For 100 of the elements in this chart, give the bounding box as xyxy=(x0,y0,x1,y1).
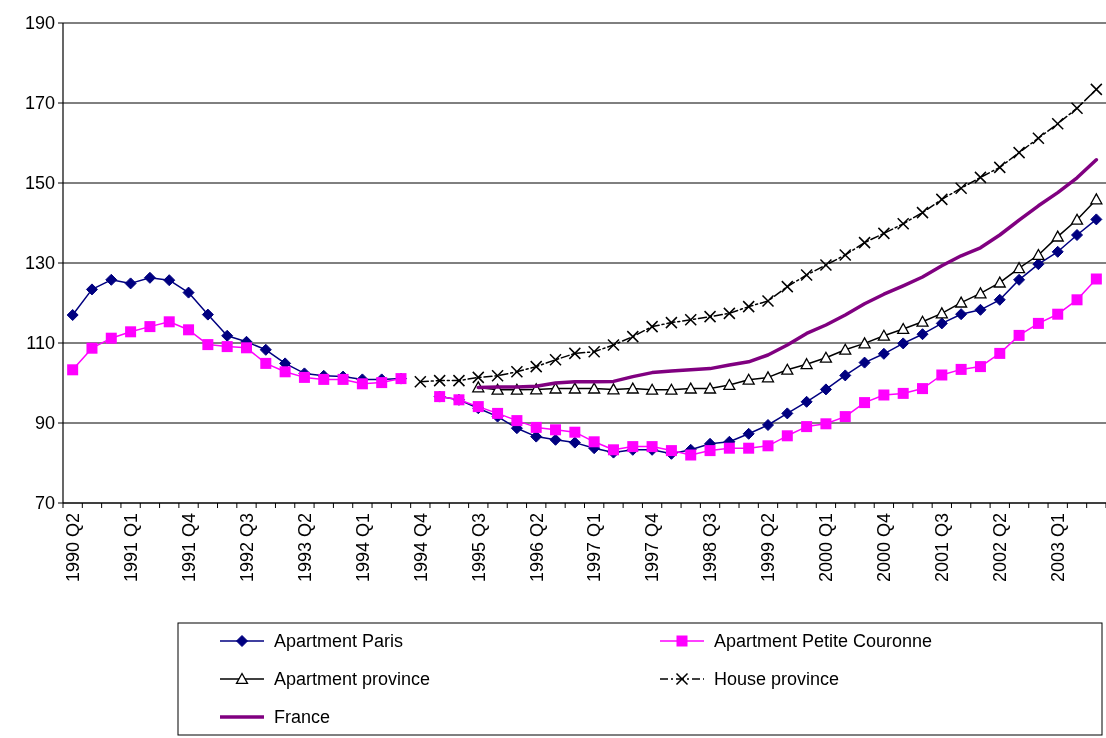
point xyxy=(897,337,910,350)
point xyxy=(684,313,697,327)
point xyxy=(529,360,543,373)
point xyxy=(356,378,368,390)
point xyxy=(994,347,1006,359)
y-tick-label: 110 xyxy=(26,333,55,354)
point xyxy=(974,171,987,184)
point xyxy=(549,353,562,367)
point xyxy=(607,383,620,395)
point xyxy=(105,332,117,344)
point xyxy=(801,421,813,433)
point xyxy=(935,193,949,206)
x-tick-label: 1998 Q3 xyxy=(700,513,721,583)
point xyxy=(743,442,755,454)
x-tick-label: 2000 Q1 xyxy=(816,513,837,583)
legend-label: Apartment Petite Couronne xyxy=(714,631,933,652)
point xyxy=(1032,131,1045,145)
y-tick-label: 90 xyxy=(34,413,55,434)
legend-label: House province xyxy=(714,669,840,690)
point xyxy=(163,274,176,287)
point xyxy=(550,424,562,436)
point xyxy=(819,258,833,272)
point xyxy=(665,383,678,395)
point xyxy=(858,337,871,349)
y-tick-label: 150 xyxy=(24,173,55,194)
x-tick-label: 1996 Q2 xyxy=(526,513,547,583)
point xyxy=(492,407,504,419)
point xyxy=(974,361,986,373)
point xyxy=(859,397,871,409)
x-tick-label: 2000 Q4 xyxy=(874,513,895,583)
point xyxy=(704,445,716,457)
point xyxy=(974,303,987,316)
x-tick-label: 1997 Q1 xyxy=(584,513,605,583)
x-tick-label: 1992 Q3 xyxy=(236,513,257,583)
x-tick-label: 1999 Q2 xyxy=(758,513,779,583)
point xyxy=(587,345,601,359)
point xyxy=(839,411,851,423)
point xyxy=(568,436,581,449)
y-tick-label: 190 xyxy=(24,13,55,34)
point xyxy=(877,227,891,240)
point xyxy=(781,280,794,293)
point xyxy=(1012,146,1026,159)
point xyxy=(917,383,929,395)
point xyxy=(703,310,717,323)
point xyxy=(897,322,910,335)
x-tick-label: 1993 Q2 xyxy=(294,513,315,583)
point xyxy=(645,383,659,395)
y-tick-label: 70 xyxy=(34,493,55,514)
point xyxy=(472,371,485,384)
point xyxy=(839,343,852,355)
point xyxy=(684,382,697,394)
point xyxy=(742,427,755,440)
point xyxy=(1032,317,1044,329)
point xyxy=(916,328,929,341)
point xyxy=(993,276,1006,288)
point xyxy=(433,374,446,387)
point xyxy=(105,273,118,286)
point xyxy=(298,371,310,383)
point xyxy=(452,374,466,387)
point xyxy=(530,421,542,433)
point xyxy=(954,296,968,308)
point xyxy=(685,449,697,461)
point xyxy=(568,382,581,394)
point xyxy=(993,161,1007,174)
x-tick-label: 1991 Q4 xyxy=(178,513,199,583)
point xyxy=(67,364,79,376)
point xyxy=(800,358,813,370)
point xyxy=(568,347,582,360)
point xyxy=(723,307,736,320)
point xyxy=(569,426,581,438)
x-tick-label: 2003 Q1 xyxy=(1048,513,1069,583)
point xyxy=(935,307,948,319)
x-tick-label: 2002 Q2 xyxy=(990,513,1011,583)
point xyxy=(182,286,195,299)
point xyxy=(878,389,890,401)
point xyxy=(183,324,195,336)
point xyxy=(916,206,929,219)
point xyxy=(1051,245,1064,258)
x-tick-label: 2001 Q3 xyxy=(932,513,953,583)
point xyxy=(1051,230,1064,242)
point xyxy=(626,382,639,394)
point xyxy=(761,419,774,431)
point xyxy=(1032,248,1045,261)
point xyxy=(742,300,755,313)
point xyxy=(820,418,832,430)
point xyxy=(376,377,388,389)
point xyxy=(1071,294,1083,306)
point xyxy=(936,369,948,381)
point xyxy=(202,339,214,351)
point xyxy=(723,378,736,391)
point xyxy=(491,369,504,383)
point xyxy=(1070,213,1084,225)
point xyxy=(511,415,523,427)
x-tick-label: 1994 Q1 xyxy=(352,513,373,583)
point xyxy=(955,363,967,375)
point xyxy=(781,407,794,420)
point xyxy=(143,271,156,284)
point xyxy=(279,366,291,378)
point xyxy=(1013,273,1026,286)
y-tick-label: 130 xyxy=(24,253,55,274)
